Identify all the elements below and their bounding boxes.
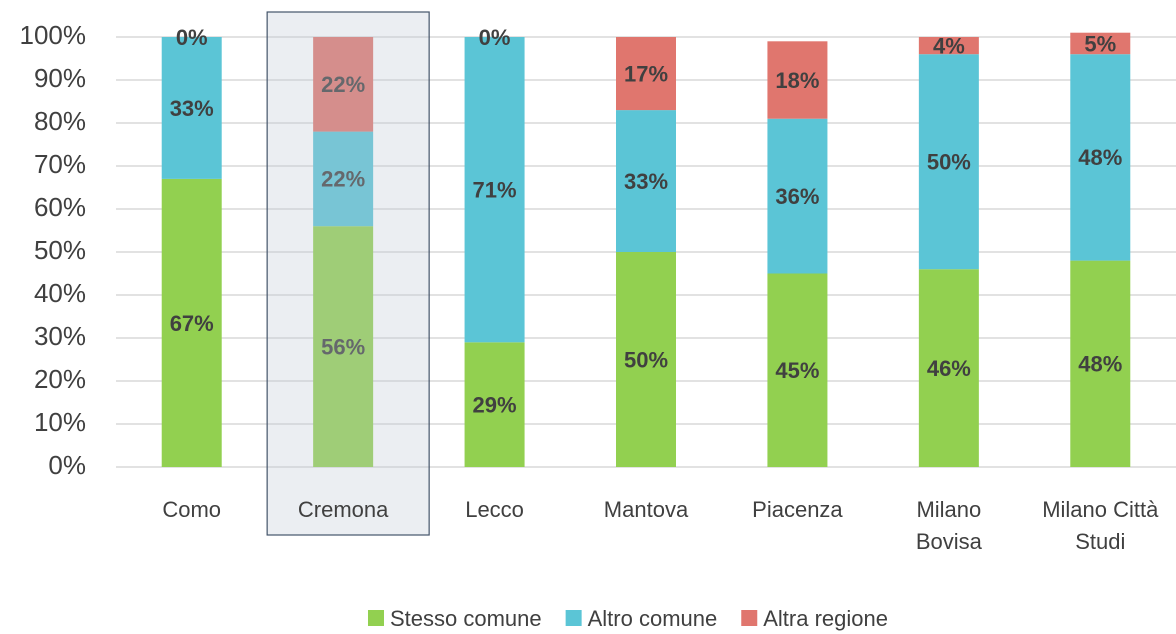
data-label: 0% [176, 25, 208, 50]
bar-segment [1070, 260, 1131, 467]
x-tick-label: Milano Città Studi [1042, 497, 1159, 554]
data-label: 5% [1084, 31, 1116, 56]
data-label: 17% [624, 61, 668, 86]
data-label: 33% [170, 96, 214, 121]
bar-segment [918, 37, 979, 55]
bar-segment [767, 41, 828, 119]
data-label: 0% [479, 25, 511, 50]
bar-segment [313, 37, 374, 132]
bar-segment [313, 226, 374, 467]
data-label: 50% [624, 347, 668, 372]
y-tick-label: 60% [34, 192, 86, 222]
data-label: 45% [775, 358, 819, 383]
bar-segment [161, 178, 222, 467]
x-tick-label: Milano Bovisa [915, 497, 982, 554]
bar-segment [767, 273, 828, 467]
y-tick-label: 80% [34, 106, 86, 136]
y-tick-label: 20% [34, 364, 86, 394]
legend-label: Altra regione [763, 606, 888, 631]
legend-swatch [565, 610, 582, 626]
y-tick-label: 30% [34, 321, 86, 351]
bar-segment [464, 37, 525, 343]
data-label: 56% [321, 334, 365, 359]
data-label: 46% [927, 356, 971, 381]
bar-segment [918, 54, 979, 270]
bar-segment [918, 269, 979, 467]
data-label: 67% [170, 311, 214, 336]
data-label: 22% [321, 167, 365, 192]
data-label: 48% [1078, 352, 1122, 377]
y-tick-label: 40% [34, 278, 86, 308]
data-label: 29% [473, 392, 517, 417]
data-label: 4% [933, 33, 965, 58]
legend-label: Altro comune [588, 606, 718, 631]
x-tick-label: Como [162, 497, 222, 522]
bar-segment [464, 342, 525, 467]
data-label: 48% [1078, 145, 1122, 170]
y-tick-label: 0% [48, 450, 86, 480]
data-label: 50% [927, 150, 971, 175]
x-tick-label: Mantova [603, 497, 689, 522]
y-tick-label: 10% [34, 407, 86, 437]
bar-segment [1070, 32, 1131, 55]
bar-segment [313, 131, 374, 227]
bar-segment [616, 37, 676, 111]
x-tick-label: Cremona [297, 497, 389, 522]
data-label: 18% [775, 68, 819, 93]
y-tick-label: 50% [34, 235, 86, 265]
y-tick-label: 70% [34, 149, 86, 179]
bar-segment [1070, 54, 1131, 261]
legend-swatch [367, 610, 384, 626]
y-tick-label: 100% [20, 20, 87, 50]
legend-swatch [741, 610, 758, 626]
x-tick-label: Piacenza [752, 497, 843, 522]
data-label: 22% [321, 72, 365, 97]
bar-segment [616, 110, 676, 252]
y-tick-label: 90% [34, 63, 86, 93]
highlight-box [266, 11, 430, 536]
data-label: 33% [624, 169, 668, 194]
data-label: 71% [473, 177, 517, 202]
bar-segment [767, 118, 828, 274]
x-tick-label: Lecco [465, 497, 524, 522]
bar-segment [161, 37, 222, 179]
bar-segment [616, 252, 676, 467]
legend-label: Stesso comune [390, 606, 542, 631]
data-label: 36% [775, 184, 819, 209]
